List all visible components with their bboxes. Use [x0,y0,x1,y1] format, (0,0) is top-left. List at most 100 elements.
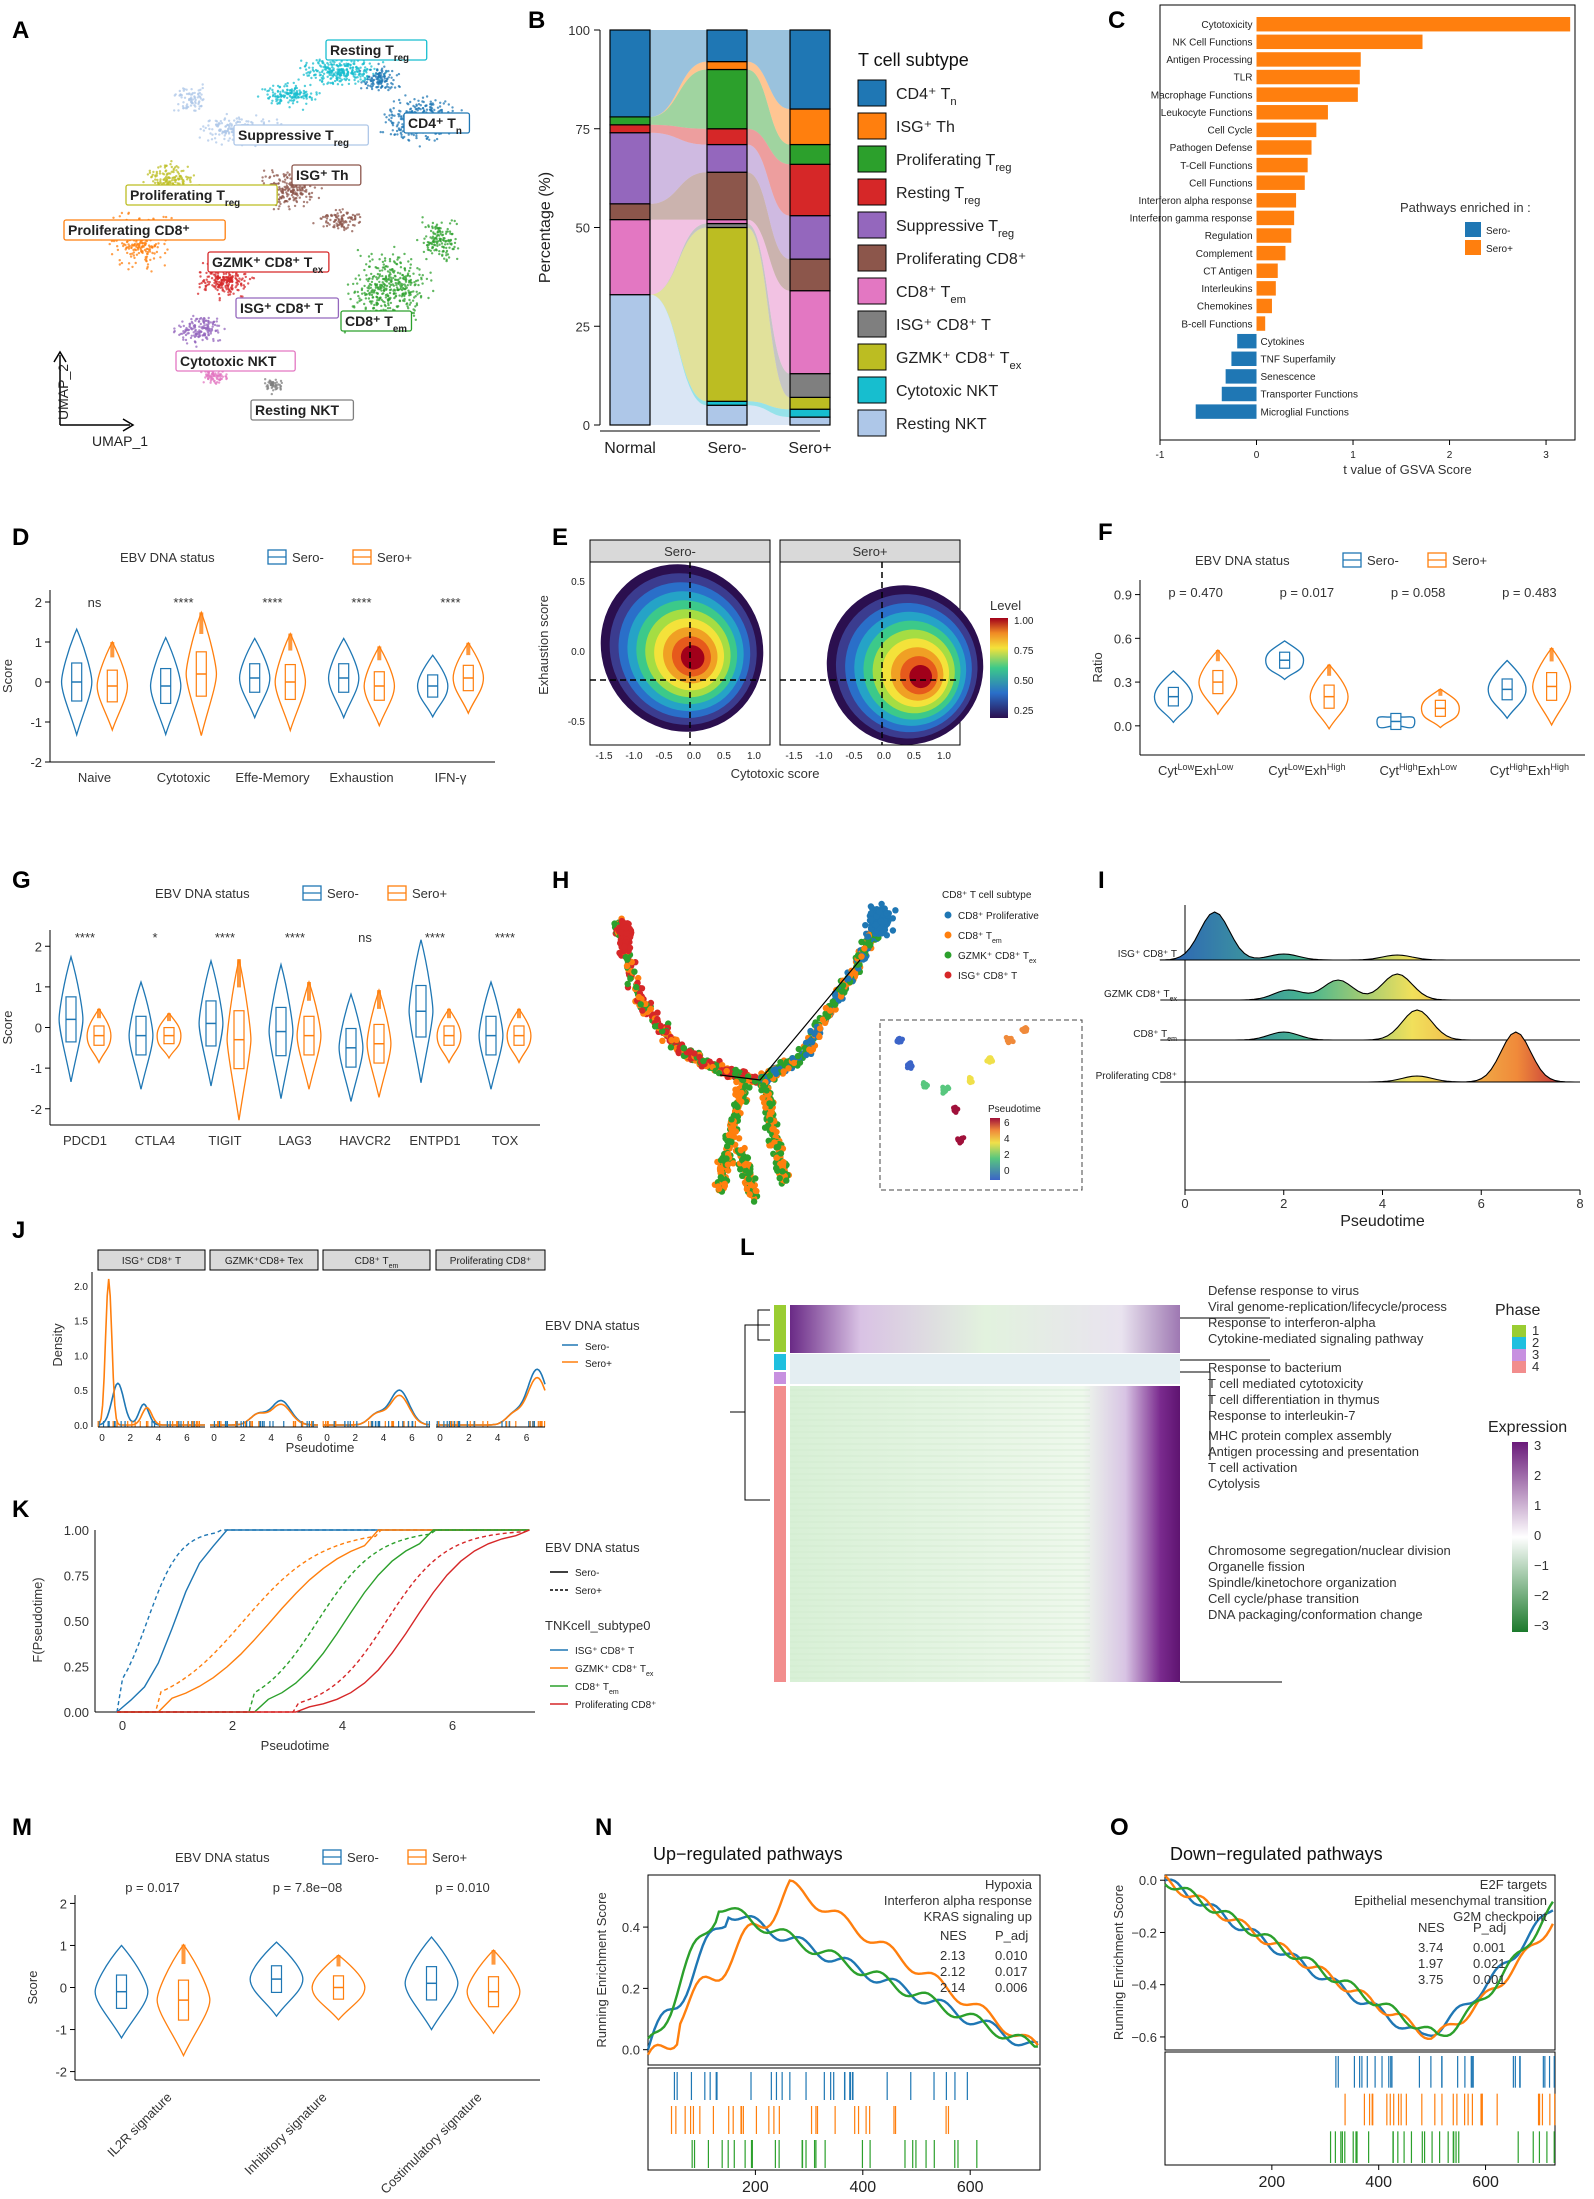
umap-point [131,265,134,269]
umap-point [310,96,313,100]
umap-point [361,63,364,66]
umap-point [230,130,233,134]
umap-point [271,99,274,103]
umap-point [386,77,389,80]
umap-point [200,104,203,108]
trajectory-cell [725,1131,733,1139]
umap-point [393,86,397,89]
umap-point [381,269,384,272]
significance-label: **** [75,930,95,945]
umap-point [415,136,418,140]
umap-point [226,123,229,127]
umap-point [395,129,399,133]
umap-point [224,129,227,133]
trajectory-cell [892,907,899,914]
flow-band [610,172,830,291]
umap-point [310,98,314,102]
umap-point [270,102,273,105]
umap-point [320,187,323,190]
umap-point [212,337,215,341]
umap-point [194,109,197,112]
trajectory-cell [751,1073,759,1080]
umap-point [271,385,274,388]
umap-point [208,127,211,131]
umap-point [137,243,140,246]
umap-point [406,272,410,275]
umap-point [243,285,246,289]
umap-point [327,67,330,70]
pathway-label: Regulation [1205,231,1253,242]
umap-point [364,66,367,69]
umap-point [345,68,348,71]
umap-point [173,94,176,97]
umap-point [187,328,191,331]
umap-point [441,245,444,248]
umap-point [355,65,358,69]
legend-tick: 0.75 [1014,646,1034,657]
y-axis-label: Score [0,659,15,693]
umap-point [201,83,204,86]
umap-point [309,83,312,87]
umap-point [387,88,390,92]
y-tick-label: 0.9 [1114,588,1132,603]
umap-point [153,252,156,255]
y-tick-label: 1 [35,980,42,995]
umap-point [358,278,362,281]
umap-point [384,284,387,287]
umap-point [413,106,417,109]
umap-point [346,283,350,286]
trajectory-cell [832,1006,839,1013]
umap-point [392,78,395,82]
umap-point [380,253,384,256]
umap-point [438,109,441,113]
umap-point [165,164,168,167]
bar-segment [789,108,831,146]
x-tick-label: Exhaustion [329,770,393,785]
x-tick-label: -0.5 [845,751,863,762]
umap-point [326,61,329,65]
gsva-bar [1225,369,1257,384]
umap-point [159,165,162,168]
umap-point [360,87,363,90]
umap-point [381,292,384,296]
umap-point [416,293,419,296]
bar-segment [789,408,831,418]
umap-point [397,121,400,124]
umap-point [182,169,185,172]
umap-point [455,222,458,226]
significance-label: **** [285,930,305,945]
umap-point [408,275,412,278]
umap-point [436,227,440,230]
violin-shape [96,640,129,732]
umap-point [198,329,201,332]
umap-point [301,192,304,196]
umap-point [351,213,355,217]
umap-cluster-label: CD8⁺ Tem [345,313,407,335]
umap-point [383,113,386,116]
umap-point [199,97,202,100]
umap-point [358,69,362,73]
umap-point [415,103,418,106]
umap-point [372,72,375,76]
umap-point [150,245,153,248]
umap-point [371,275,375,279]
umap-point [388,306,392,310]
umap-point [438,252,441,256]
umap-point [182,89,185,92]
umap-point [449,232,452,235]
umap-point [307,71,310,74]
umap-point [279,202,282,206]
umap-cluster-label: Proliferating CD8⁺ [68,222,190,238]
x-tick-label: IFN-γ [435,770,467,785]
umap-point [328,73,331,77]
umap-point [278,186,281,189]
umap-point [186,332,189,335]
umap-point [451,232,454,236]
umap-point [387,277,390,280]
umap-point [399,276,402,280]
umap-point [404,292,407,295]
umap-point [450,219,453,222]
umap-point [402,292,405,295]
y-axis-label: Percentage (%) [537,172,554,283]
umap-point [289,177,292,180]
